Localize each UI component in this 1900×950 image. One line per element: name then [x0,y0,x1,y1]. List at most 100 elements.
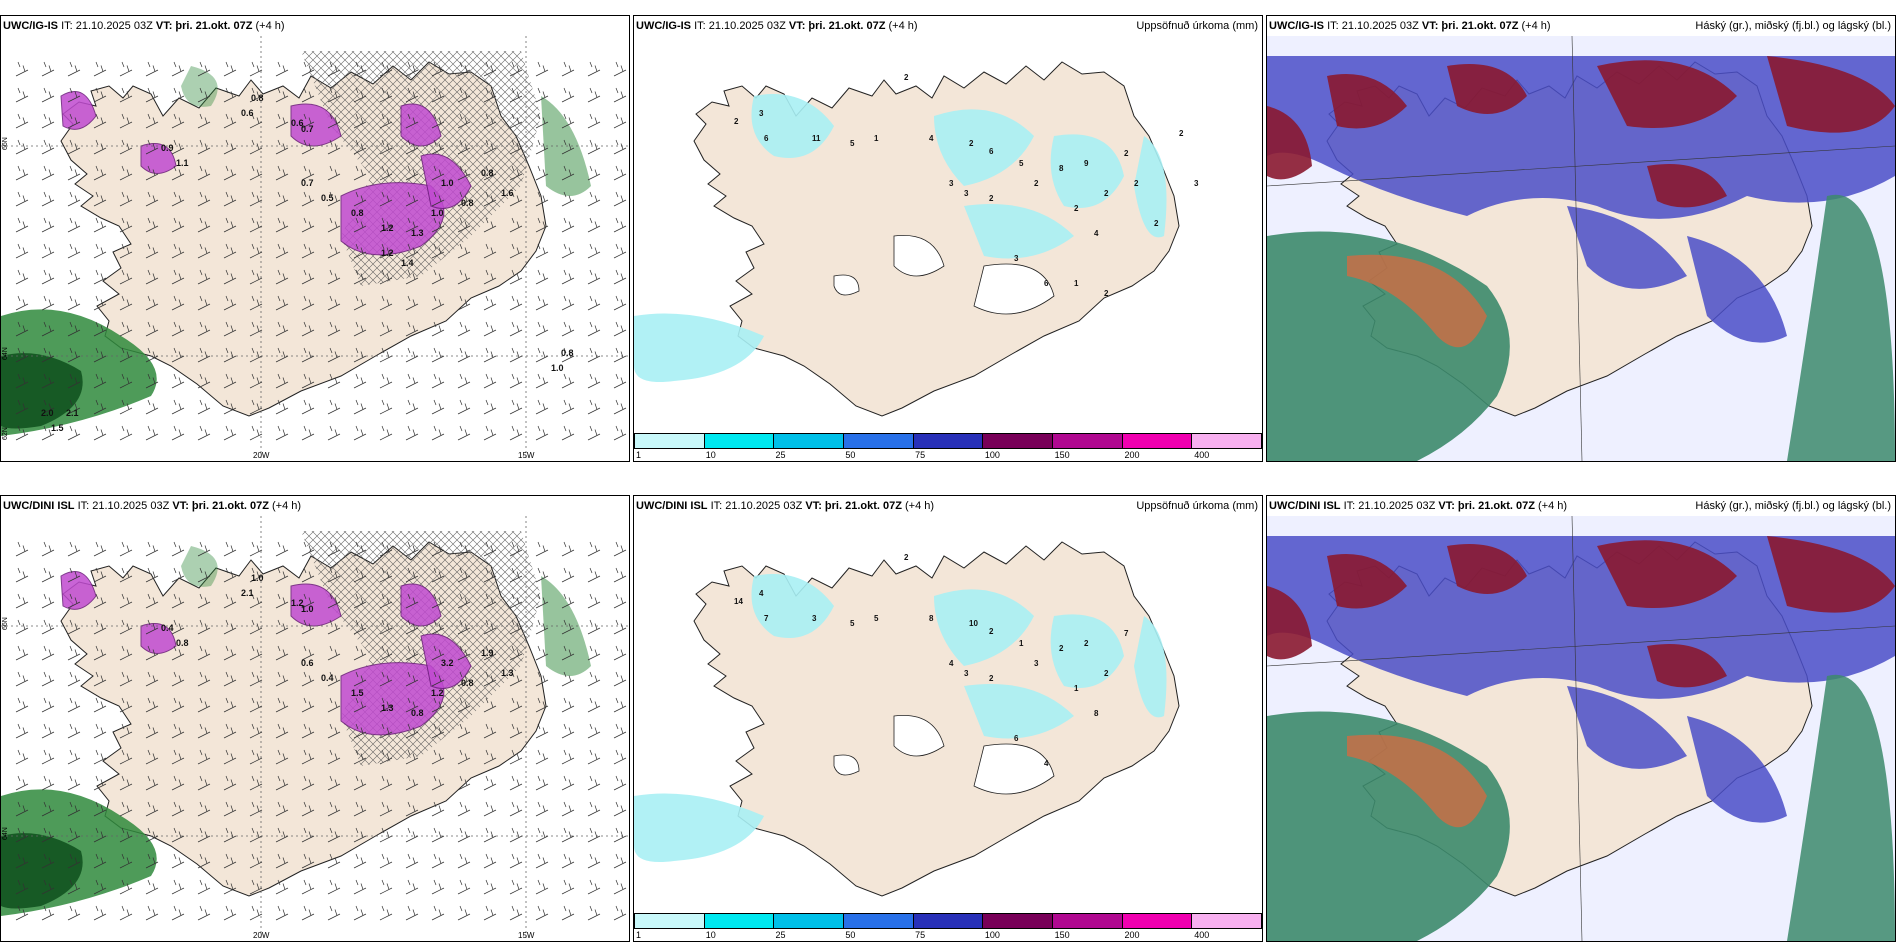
wind-barb [171,749,185,765]
wind-barb [457,775,471,791]
wind-barb [353,191,367,207]
wind-barb [483,113,497,129]
model-name: UWC/DINI ISL [3,500,75,512]
wind-barb [327,827,341,843]
wind-barb [353,619,367,635]
lat-label: 62N [2,427,9,440]
wind-barb [145,61,159,77]
wind-barb [587,541,601,557]
wind-barb [119,801,133,817]
wind-barb [405,775,419,791]
wind-barb [67,61,81,77]
wind-barb [431,749,445,765]
wind-barb [223,87,237,103]
wind-barb [145,243,159,259]
precip-value-label: 2 [989,674,994,683]
wind-barb [613,775,627,791]
panel-title: Uppsöfnuð úrkoma (mm) [1136,500,1258,512]
wind-barb [405,671,419,687]
wind-barb [613,217,627,233]
wind-barb [301,905,315,921]
wind-barb [41,321,55,337]
wind-barb [431,619,445,635]
precip-purple-5 [140,623,177,654]
wind-barb [119,879,133,895]
precip-value-label: 2.1 [241,588,254,598]
wind-barb [509,697,523,713]
wind-barb [41,541,55,557]
wind-barb [145,113,159,129]
wind-barb [67,295,81,311]
map-wind-precip: 20W 15W66N64N62N0.80.60.60.70.91.10.70.50… [1,36,629,461]
wind-barb [405,853,419,869]
wind-barb [171,61,185,77]
precip-purple-3 [290,583,342,627]
wind-barb [119,61,133,77]
precip-value-label: 1.0 [431,208,444,218]
wind-barb [457,645,471,661]
wind-barb [15,347,29,363]
wind-barb [145,853,159,869]
wind-barb [431,541,445,557]
wind-barb [301,425,315,441]
precip-value-label: 1.9 [481,648,494,658]
wind-barb [431,775,445,791]
wind-barb [145,165,159,181]
colorbar-tick-label: 25 [775,930,786,940]
precip-value-label: 2 [904,73,909,82]
mid-cloud-3 [1767,536,1895,613]
wind-barb [119,671,133,687]
precip-value-label: 4 [1094,229,1099,238]
wind-barb [379,243,393,259]
precip-value-label: 7 [764,614,769,623]
wind-barb [41,905,55,921]
lon-label: 20W [253,451,270,460]
wind-barb [145,645,159,661]
panel-title: Háský (gr.), miðský (fj.bl.) og lágský (… [1695,20,1891,32]
wind-barb [67,165,81,181]
panel-cloud-ig: UWC/IG-IS IT: 21.10.2025 03Z VT: þri. 21… [1266,15,1896,462]
precip-cyan-3 [964,204,1074,259]
model-name: UWC/IG-IS [3,20,58,32]
precip-value-label: 1.2 [381,223,394,233]
precip-value-label: 0.8 [351,208,364,218]
wind-barb [171,87,185,103]
precip-value-label: 1.1 [176,158,189,168]
wind-barb [379,113,393,129]
wind-barb [379,593,393,609]
colorbar-swatch [844,434,914,448]
wind-barb [561,697,575,713]
wind-barb [587,269,601,285]
wind-barb [41,853,55,869]
wind-barb [613,191,627,207]
wind-barb [119,749,133,765]
wind-barb [197,645,211,661]
wind-barb [301,879,315,895]
wind-barb [457,269,471,285]
wind-barb [353,567,367,583]
wind-barb [561,541,575,557]
wind-barb [145,191,159,207]
wind-barb [15,399,29,415]
wind-barb [483,567,497,583]
wind-barb [275,749,289,765]
wind-barb [431,321,445,337]
wind-barb [587,827,601,843]
wind-barb [15,827,29,843]
precip-value-label: 1.0 [251,573,264,583]
wind-barb [431,61,445,77]
wind-barb [275,373,289,389]
wind-barb [483,191,497,207]
precip-value-label: 0.8 [411,708,424,718]
graticule-lon [1571,36,1583,461]
wind-barb [15,541,29,557]
wind-barb [587,775,601,791]
precip-value-label: 2 [969,139,974,148]
wind-barb [613,61,627,77]
precip-value-label: 0.4 [321,673,334,683]
wind-barb [301,321,315,337]
wind-barb [223,425,237,441]
wind-barb [613,347,627,363]
wind-barb [41,399,55,415]
wind-barb [353,399,367,415]
